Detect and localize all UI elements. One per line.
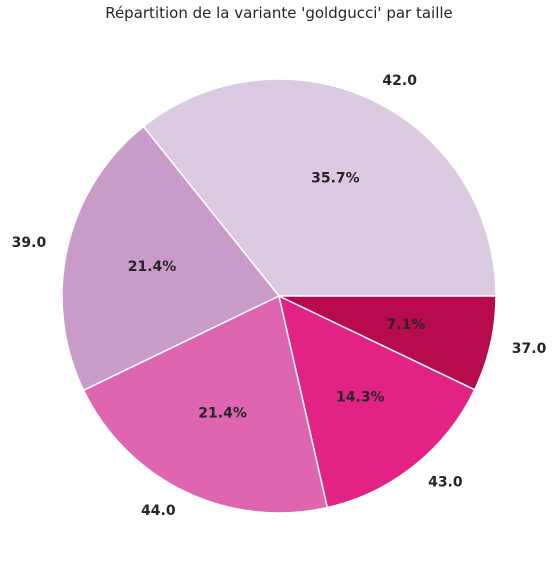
slice-label-44-0: 44.0 [141,503,176,519]
slice-label-39-0: 39.0 [12,235,47,251]
slice-percent-42-0: 35.7% [311,171,360,187]
slice-percent-39-0: 21.4% [128,259,177,275]
slice-percent-37-0: 7.1% [387,317,426,333]
chart-title: Répartition de la variante 'goldgucci' p… [105,4,453,22]
pie-slice-43-0 [277,294,476,509]
pie-slice-39-0 [61,125,281,392]
pie-slice-37-0 [278,295,497,391]
pie-slices [61,78,497,514]
pie-slice-44-0 [82,294,329,514]
slice-percent-43-0: 14.3% [336,390,385,406]
slice-percent-44-0: 21.4% [198,405,247,421]
slice-label-37-0: 37.0 [512,341,547,357]
slice-label-42-0: 42.0 [382,73,417,89]
pie-slice-42-0 [142,78,497,297]
slice-label-43-0: 43.0 [428,474,463,490]
pie-labels: 42.0 35.7% 39.0 21.4% 44.0 21.4% 43.0 14.3% 37.0… [12,73,547,519]
